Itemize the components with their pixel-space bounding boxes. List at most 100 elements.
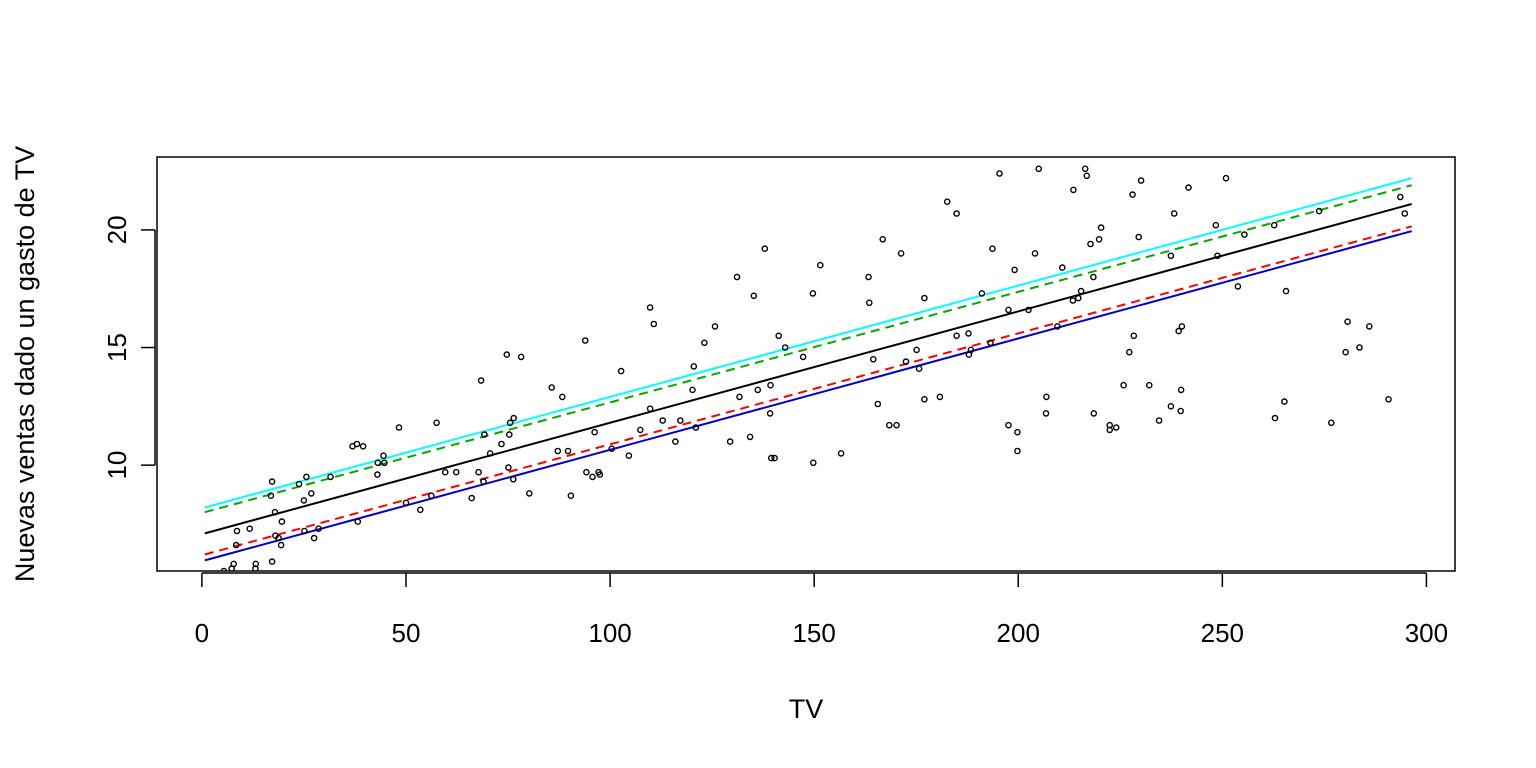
- data-point: [381, 459, 388, 467]
- data-point: [799, 353, 807, 361]
- data-point: [1167, 252, 1175, 260]
- data-point: [230, 560, 237, 568]
- data-point: [1137, 177, 1145, 184]
- data-point: [1054, 323, 1061, 330]
- data-point: [617, 367, 625, 375]
- data-point: [936, 393, 944, 401]
- data-point: [967, 346, 975, 354]
- data-point: [921, 294, 928, 302]
- data-point: [1170, 210, 1178, 217]
- data-point: [659, 417, 667, 424]
- data-point: [1356, 344, 1363, 351]
- data-point: [1271, 414, 1279, 422]
- data-point: [1031, 250, 1039, 257]
- data-point: [1011, 266, 1018, 274]
- data-point: [1155, 417, 1163, 424]
- data-point: [583, 468, 590, 476]
- data-point: [246, 525, 253, 533]
- data-point: [921, 395, 928, 403]
- series-line-4: [204, 225, 1412, 556]
- data-point: [746, 433, 754, 441]
- data-point: [1315, 207, 1323, 215]
- data-point: [252, 560, 260, 568]
- data-point: [1175, 327, 1182, 335]
- data-point: [591, 428, 598, 436]
- data-point: [1344, 318, 1351, 326]
- data-point: [608, 445, 616, 453]
- x-tick-label: 300: [1405, 618, 1448, 648]
- data-point: [374, 471, 381, 478]
- data-point: [1014, 428, 1021, 436]
- data-point: [775, 332, 783, 340]
- data-point: [915, 365, 923, 373]
- data-point: [689, 386, 696, 394]
- data-point: [315, 525, 322, 533]
- data-point: [1222, 174, 1230, 182]
- data-point: [559, 393, 566, 401]
- data-point: [498, 440, 505, 448]
- data-point: [837, 450, 845, 457]
- data-point: [1135, 233, 1142, 241]
- data-point: [874, 400, 882, 408]
- data-point: [1212, 221, 1220, 229]
- data-point: [978, 290, 986, 297]
- data-point: [310, 534, 318, 542]
- data-point: [510, 414, 518, 422]
- data-point: [736, 393, 743, 401]
- data-point: [943, 198, 951, 205]
- data-point: [692, 424, 700, 431]
- data-point: [307, 490, 315, 497]
- data-point: [374, 459, 382, 467]
- data-point: [220, 567, 228, 571]
- plot-box: [156, 156, 1456, 572]
- data-point: [1005, 421, 1012, 429]
- data-point: [1014, 447, 1021, 455]
- data-point: [870, 355, 877, 363]
- data-point: [506, 419, 514, 427]
- data-point: [505, 431, 513, 438]
- data-point: [1146, 381, 1153, 389]
- data-point: [1070, 186, 1077, 194]
- data-point: [1129, 191, 1136, 198]
- data-point: [1270, 221, 1278, 229]
- data-point: [677, 417, 684, 424]
- data-point: [1234, 283, 1242, 290]
- data-point: [1087, 240, 1094, 248]
- data-point: [646, 405, 654, 413]
- data-point: [468, 494, 476, 502]
- data-point: [897, 250, 905, 257]
- data-point: [893, 421, 900, 429]
- data-point: [268, 558, 276, 565]
- data-point: [1342, 348, 1349, 356]
- data-point: [233, 527, 241, 535]
- data-point: [996, 170, 1003, 177]
- data-point: [278, 518, 286, 525]
- data-point: [733, 273, 741, 281]
- data-point: [505, 464, 512, 471]
- data-point: [1397, 193, 1404, 201]
- series-line-3: [204, 203, 1412, 535]
- data-point: [1069, 297, 1077, 304]
- data-point: [625, 452, 633, 460]
- data-point: [486, 450, 494, 457]
- data-point: [817, 261, 824, 269]
- data-point: [767, 381, 774, 389]
- data-point: [1005, 306, 1012, 314]
- data-point: [232, 541, 240, 549]
- data-point: [953, 332, 960, 340]
- data-point: [1177, 386, 1185, 394]
- data-point: [672, 438, 679, 445]
- data-point: [589, 473, 596, 481]
- data-point: [477, 377, 485, 384]
- data-point: [879, 235, 887, 243]
- data-point: [1328, 419, 1335, 427]
- x-axis: 0 50 100 150 200 250 300: [195, 572, 1448, 648]
- data-point: [271, 508, 279, 516]
- data-point: [965, 330, 972, 337]
- data-point: [1090, 410, 1098, 417]
- data-point: [1385, 395, 1392, 403]
- data-point: [809, 290, 817, 297]
- data-point: [564, 447, 572, 455]
- data-point: [402, 499, 410, 507]
- data-point: [327, 473, 334, 481]
